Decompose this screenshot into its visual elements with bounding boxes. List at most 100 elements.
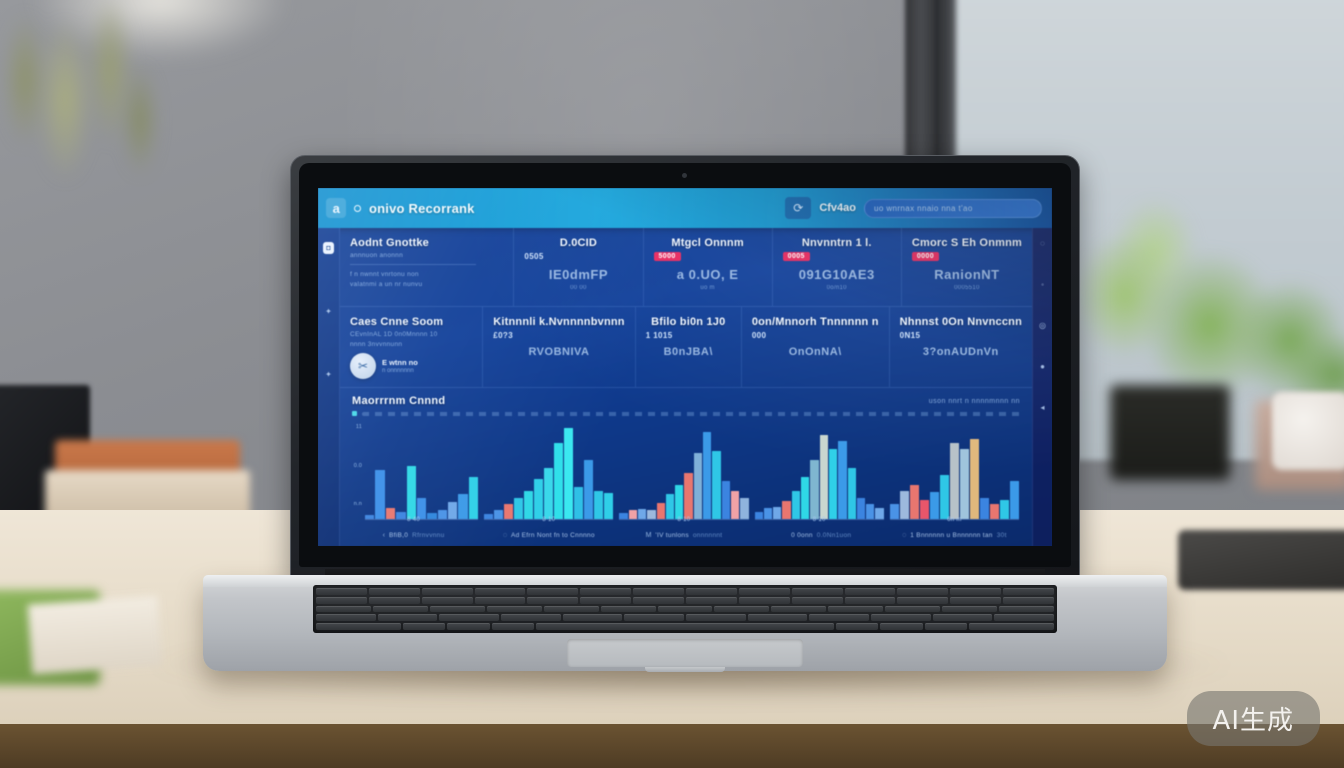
bar[interactable] bbox=[875, 507, 884, 519]
bar[interactable] bbox=[929, 492, 939, 519]
bar[interactable] bbox=[754, 512, 763, 519]
kpi-card-user[interactable]: Caes Cnne Soom CEvnInAL 1D 0n0Mnnnn 10 n… bbox=[340, 307, 484, 387]
bar[interactable] bbox=[665, 494, 675, 519]
bar[interactable] bbox=[437, 510, 447, 519]
laptop-trackpad[interactable] bbox=[567, 639, 803, 667]
bar[interactable] bbox=[448, 501, 458, 519]
bar[interactable] bbox=[494, 510, 504, 519]
bar[interactable] bbox=[782, 500, 791, 519]
bar[interactable] bbox=[524, 490, 534, 519]
bar[interactable] bbox=[619, 513, 628, 519]
bar[interactable] bbox=[647, 510, 656, 519]
bar[interactable] bbox=[594, 490, 604, 519]
kpi-card-10[interactable]: Nhnnst 0On Nnvnccnn 0N15 3?onAUDnVn bbox=[890, 307, 1032, 387]
bar[interactable] bbox=[375, 469, 385, 519]
bar[interactable] bbox=[999, 500, 1009, 519]
kpi-card-3[interactable]: Mtgcl Onnnm 5000 a 0.UO, E uo m bbox=[644, 228, 773, 306]
laptop-keyboard[interactable] bbox=[313, 585, 1057, 633]
chart-footer-item[interactable]: 0 0onn 0.0Nn1uon bbox=[752, 532, 887, 539]
bar[interactable] bbox=[856, 498, 866, 519]
user-row[interactable]: ✂ E wtnn no n onnnnnnn bbox=[350, 353, 472, 379]
bar[interactable] bbox=[554, 443, 564, 519]
collapse-icon[interactable]: ◂ bbox=[1040, 403, 1045, 412]
bell-icon[interactable]: ◦ bbox=[1041, 280, 1044, 289]
bar[interactable] bbox=[866, 503, 875, 519]
kpi-card-summary[interactable]: Aodnt Gnottke annnuon anonnn f n nwnnt v… bbox=[340, 228, 515, 306]
bar[interactable] bbox=[819, 435, 828, 519]
search-input[interactable]: uo wnrnax nnaio nna t'ao bbox=[864, 198, 1042, 218]
bar[interactable] bbox=[791, 490, 801, 519]
kpi-card-2[interactable]: D.0CID 0505 IE0dmFP 00 00 bbox=[514, 228, 644, 306]
bar[interactable] bbox=[810, 460, 819, 519]
bar[interactable] bbox=[721, 481, 730, 519]
bar[interactable] bbox=[969, 439, 979, 519]
bar[interactable] bbox=[909, 484, 919, 519]
chart-footer-item[interactable]: ◌ Ad Efrn Nont fn to Cnnnno bbox=[481, 532, 616, 539]
chart-footer-item[interactable]: ‹ BfiB,0 Rfrnvvnnu bbox=[346, 532, 481, 539]
kpi-card-5[interactable]: Cmorc S Eh Onmnm 0000 RanionNT 0005510 bbox=[902, 228, 1032, 306]
bar[interactable] bbox=[514, 498, 524, 519]
help-icon[interactable]: ◌ bbox=[1040, 239, 1045, 248]
bar[interactable] bbox=[838, 441, 847, 519]
bar[interactable] bbox=[484, 514, 494, 519]
chart-panel-2[interactable]: 8 10 bbox=[481, 418, 616, 523]
bar[interactable] bbox=[396, 512, 406, 519]
bar[interactable] bbox=[847, 467, 856, 519]
bar[interactable] bbox=[899, 490, 909, 519]
shield-icon[interactable]: ◘ bbox=[323, 242, 334, 254]
bar[interactable] bbox=[544, 467, 554, 519]
bar[interactable] bbox=[628, 509, 637, 519]
bar[interactable] bbox=[385, 507, 396, 519]
kpi-card-9[interactable]: 0on/Mnnorh Tnnnnnn n 000 OnOnNA\ bbox=[742, 307, 890, 387]
bar[interactable] bbox=[604, 493, 614, 519]
kpi-card-4[interactable]: Nnvnntrn 1 l. 0005 091G10AE3 0o/n10 bbox=[773, 228, 902, 306]
bar[interactable] bbox=[693, 452, 703, 519]
grid-icon[interactable]: ✦ bbox=[325, 370, 332, 379]
chart-panel-1[interactable]: 11 0.0 n.n 8 40 bbox=[346, 418, 481, 523]
pin-icon[interactable]: ● bbox=[1040, 362, 1045, 371]
bar[interactable] bbox=[468, 477, 479, 519]
app-logo-mark[interactable]: a bbox=[326, 198, 346, 218]
bar[interactable] bbox=[740, 498, 749, 519]
bar[interactable] bbox=[365, 515, 375, 519]
bar[interactable] bbox=[574, 486, 584, 519]
kpi-card-7[interactable]: Kitnnnli k.Nvnnnnbvnnn £0?3 RVOBNIVA bbox=[483, 307, 636, 387]
bar[interactable] bbox=[416, 498, 427, 519]
bar[interactable] bbox=[801, 477, 810, 519]
bar[interactable] bbox=[656, 502, 665, 519]
chart-panel-5[interactable]: 6n m bbox=[887, 418, 1022, 523]
bar[interactable] bbox=[828, 448, 838, 519]
bar[interactable] bbox=[534, 479, 544, 519]
bar[interactable] bbox=[763, 507, 773, 519]
bar[interactable] bbox=[979, 498, 989, 519]
bar[interactable] bbox=[504, 503, 514, 519]
kpi-card-8[interactable]: Bfilo bi0n 1J0 1 1015 B0nJBA\ bbox=[636, 307, 742, 387]
bar[interactable] bbox=[773, 506, 782, 519]
bar[interactable] bbox=[406, 465, 416, 519]
bar[interactable] bbox=[889, 503, 899, 519]
bar[interactable] bbox=[730, 490, 740, 519]
sync-icon[interactable]: ◎ bbox=[1039, 321, 1046, 330]
refresh-icon[interactable]: ⟳ bbox=[785, 197, 812, 219]
bar[interactable] bbox=[637, 508, 647, 519]
bar[interactable] bbox=[949, 443, 959, 519]
bar[interactable] bbox=[703, 431, 712, 519]
bar[interactable] bbox=[919, 500, 929, 519]
bar[interactable] bbox=[989, 503, 999, 519]
chart-footer-item[interactable]: M 'IV tunlons onnnnnnt bbox=[616, 532, 751, 539]
bar[interactable] bbox=[712, 450, 721, 519]
bar[interactable] bbox=[1009, 481, 1019, 519]
bar[interactable] bbox=[564, 427, 574, 519]
chart-footer-item[interactable]: ◌ 1 Bnnnnnn u Bnnnnnn tan 30t bbox=[887, 532, 1022, 539]
settings-icon[interactable]: ✦ bbox=[325, 307, 332, 316]
bar[interactable] bbox=[458, 494, 468, 519]
bar[interactable] bbox=[684, 473, 693, 519]
bar[interactable] bbox=[427, 513, 437, 519]
topbar-action-label[interactable]: Cfv4ao bbox=[819, 202, 856, 214]
bar[interactable] bbox=[675, 484, 684, 519]
chart-panel-3[interactable]: 8 10 bbox=[616, 418, 751, 523]
bar[interactable] bbox=[959, 448, 969, 519]
user-avatar[interactable]: ✂ bbox=[350, 353, 376, 379]
bar[interactable] bbox=[584, 460, 594, 519]
chart-panel-4[interactable]: 8 10 bbox=[752, 418, 887, 523]
